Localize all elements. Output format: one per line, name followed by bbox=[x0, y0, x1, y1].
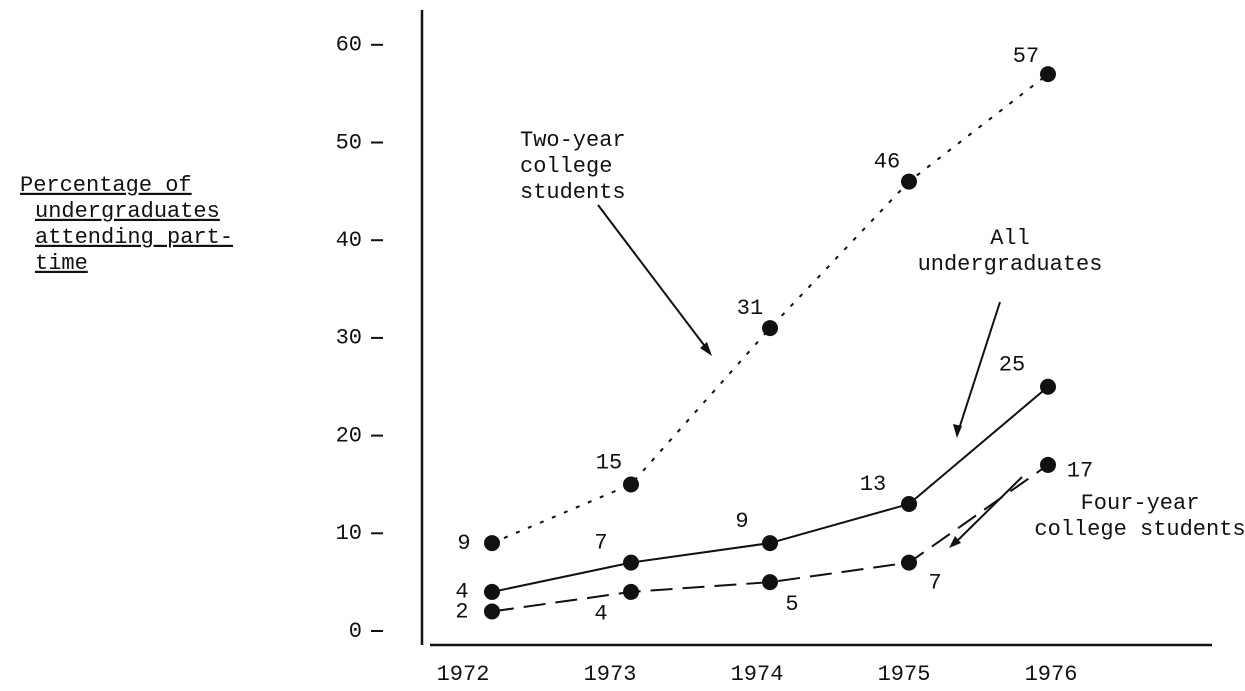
data-point bbox=[623, 476, 639, 493]
data-point bbox=[762, 320, 778, 337]
data-label: 7 bbox=[594, 530, 607, 555]
data-label: 15 bbox=[596, 450, 622, 475]
data-label: 7 bbox=[928, 570, 941, 595]
annotation: college students bbox=[1034, 517, 1245, 542]
arrow-head bbox=[949, 536, 961, 548]
data-point bbox=[901, 173, 917, 190]
annotation: college bbox=[520, 154, 612, 179]
data-point bbox=[1040, 378, 1056, 395]
arrow bbox=[957, 301, 1001, 433]
annotation: Four-year bbox=[1081, 491, 1200, 516]
data-point bbox=[623, 583, 639, 600]
data-point bbox=[623, 554, 639, 571]
y-axis-label: time bbox=[35, 251, 88, 276]
data-label: 5 bbox=[785, 592, 798, 617]
data-label: 4 bbox=[594, 602, 607, 627]
y-tick-label: 40 bbox=[336, 228, 362, 253]
data-label: 13 bbox=[860, 472, 886, 497]
data-point bbox=[762, 574, 778, 591]
data-point bbox=[484, 583, 500, 600]
data-point bbox=[901, 554, 917, 571]
x-tick-label: 1976 bbox=[1025, 662, 1078, 687]
data-point bbox=[1040, 66, 1056, 83]
series-line bbox=[491, 385, 1049, 593]
y-axis-label: undergraduates bbox=[35, 199, 220, 224]
x-tick-label: 1973 bbox=[584, 662, 637, 687]
data-label: 4 bbox=[455, 580, 468, 605]
y-axis-label: Percentage of bbox=[20, 173, 192, 198]
y-tick-label: 0 bbox=[349, 619, 362, 644]
data-point bbox=[1040, 456, 1056, 473]
data-label: 17 bbox=[1067, 459, 1093, 484]
data-point bbox=[484, 603, 500, 620]
annotation: students bbox=[520, 180, 626, 205]
data-label: 31 bbox=[737, 296, 763, 321]
arrow bbox=[953, 476, 1023, 545]
y-tick-label: 20 bbox=[336, 423, 362, 448]
data-label: 57 bbox=[1013, 44, 1039, 69]
data-label: 2 bbox=[455, 599, 468, 624]
x-tick-label: 1972 bbox=[437, 662, 490, 687]
data-label: 9 bbox=[457, 531, 470, 556]
data-label: 25 bbox=[999, 353, 1025, 378]
annotation: Two-year bbox=[520, 128, 626, 153]
arrow-head bbox=[700, 342, 712, 356]
arrow-head bbox=[953, 424, 962, 438]
data-point bbox=[762, 535, 778, 552]
y-tick-label: 50 bbox=[336, 130, 362, 155]
data-label: 9 bbox=[735, 509, 748, 534]
data-point bbox=[484, 535, 500, 552]
data-point bbox=[901, 495, 917, 512]
annotation: All bbox=[990, 226, 1030, 251]
arrow bbox=[597, 204, 711, 354]
y-tick-label: 10 bbox=[336, 521, 362, 546]
x-tick-label: 1975 bbox=[878, 662, 931, 687]
y-tick-label: 60 bbox=[336, 33, 362, 58]
y-tick-label: 30 bbox=[336, 326, 362, 351]
data-label: 46 bbox=[874, 149, 900, 174]
annotation: undergraduates bbox=[918, 252, 1103, 277]
x-tick-label: 1974 bbox=[731, 662, 784, 687]
y-axis-label: attending part- bbox=[35, 225, 233, 250]
